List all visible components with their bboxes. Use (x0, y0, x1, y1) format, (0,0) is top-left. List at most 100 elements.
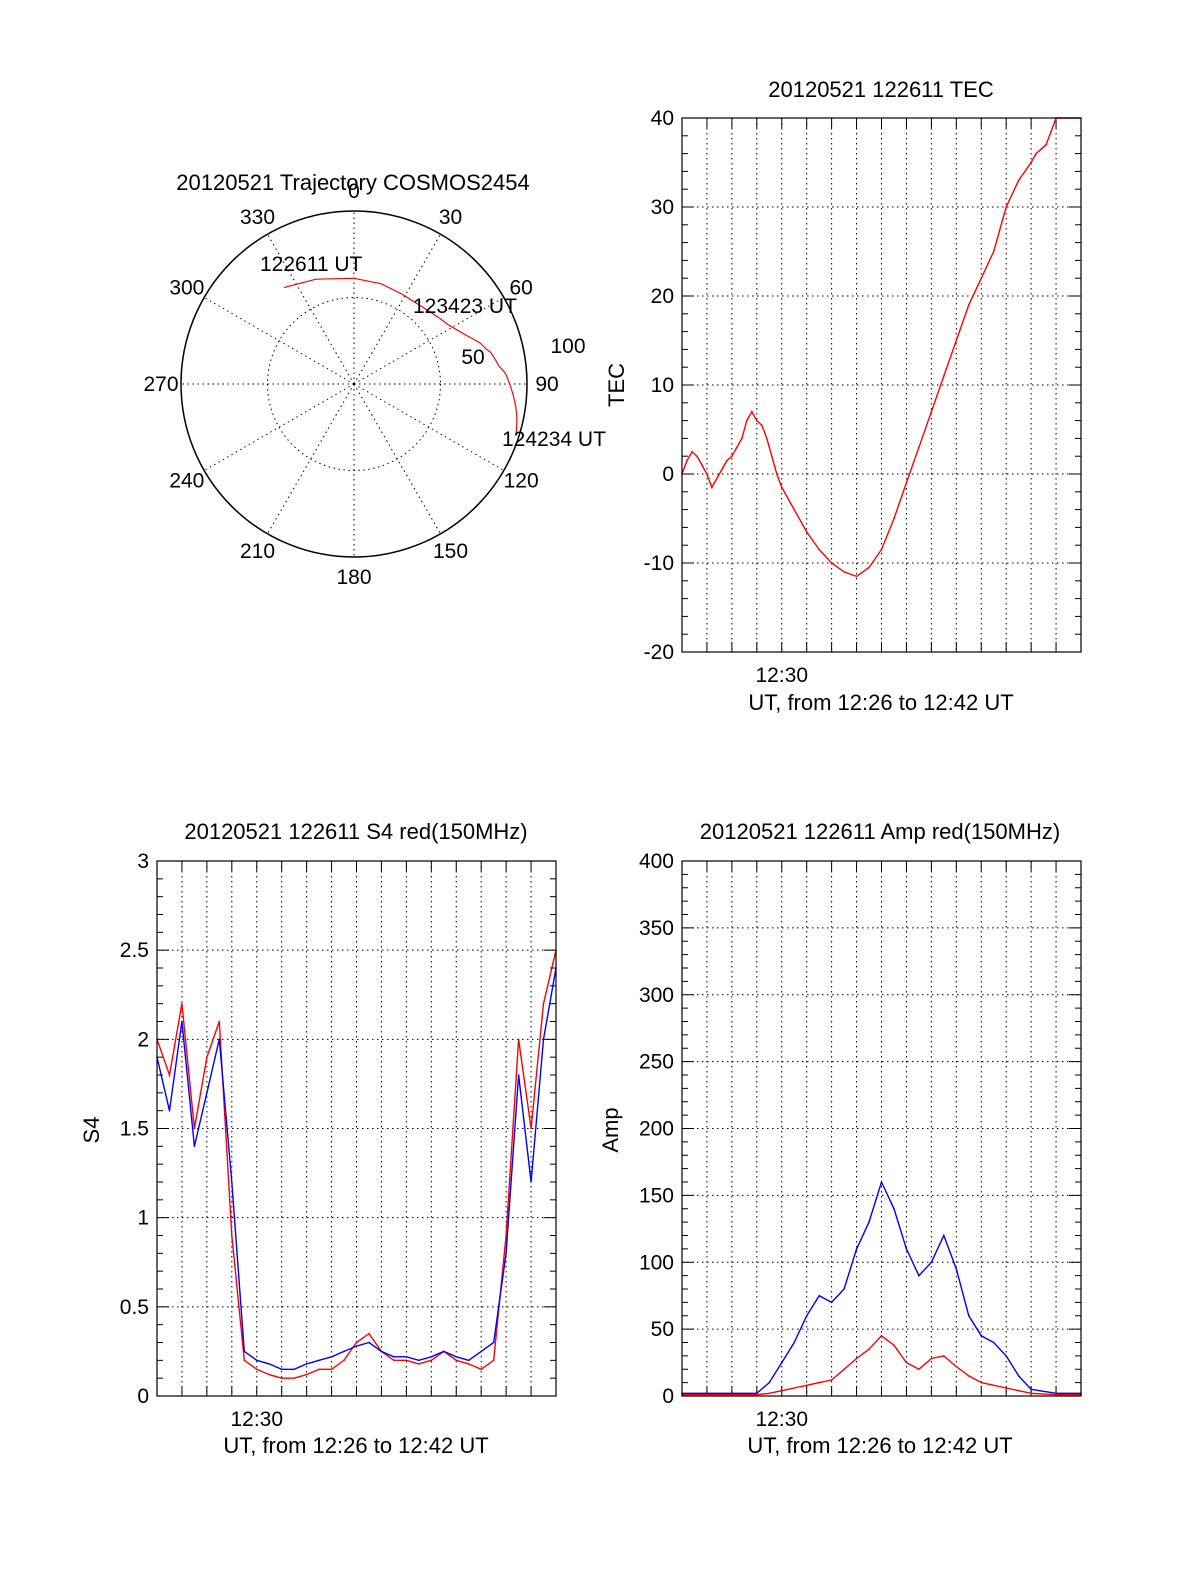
tec-data-point (905, 482, 908, 484)
amp-data-point (818, 1381, 820, 1384)
polar-grid (180, 210, 528, 558)
polar-annotation-end: 124234 UT (502, 428, 606, 451)
s4-data-point (243, 1350, 246, 1353)
polar-spoke (353, 383, 441, 535)
polar-azimuth-label: 270 (143, 373, 178, 396)
s4-panel: 20120521 122611 S4 red(150MHz) 0 0.5 1 1.5 2… (79, 819, 557, 1458)
s4-data-point (218, 1038, 221, 1041)
amp-data-point (781, 1361, 783, 1364)
s4-x-tick-label: 12:30 (230, 1408, 283, 1431)
polar-azimuth-label: 330 (240, 206, 275, 229)
s4-data-point (405, 1359, 408, 1362)
s4-y-tick-label: 1.5 (120, 1118, 149, 1141)
s4-data-point (293, 1377, 296, 1379)
s4-data-point (517, 1038, 520, 1041)
s4-data-point (542, 1002, 545, 1005)
s4-data-point (255, 1368, 258, 1371)
polar-annotation-start: 122611 UT (260, 253, 363, 276)
tec-data-point (686, 459, 688, 462)
amp-data-point (818, 1294, 820, 1297)
tec-data-point (761, 424, 763, 426)
amp-data-point (793, 1387, 795, 1389)
amp-series (681, 1180, 1082, 1396)
tec-data-point (1040, 148, 1042, 150)
polar-azimuth-label: 300 (169, 277, 204, 300)
amp-x-tick-labels: 12:30 (755, 1408, 808, 1431)
s4-data-point (318, 1359, 320, 1362)
s4-data-point (443, 1350, 445, 1353)
amp-y-tick-label: 350 (639, 917, 674, 940)
tec-data-point (781, 486, 783, 489)
s4-data-point (505, 1252, 507, 1255)
amp-data-point (1055, 1392, 1057, 1395)
s4-data-point (380, 1350, 383, 1353)
s4-data-point (231, 1181, 233, 1183)
amp-ylabel: Amp (598, 1107, 623, 1152)
s4-data-point (355, 1345, 358, 1347)
s4-data-point (418, 1363, 420, 1365)
tec-data-point (805, 531, 808, 533)
amp-data-point (843, 1288, 845, 1290)
s4-y-tick-label: 3 (137, 850, 149, 873)
polar-spoke (203, 383, 355, 471)
amp-data-point (830, 1301, 833, 1304)
amp-data-point (918, 1274, 920, 1277)
amp-data-point (980, 1381, 983, 1384)
polar-ring-label-50: 50 (461, 346, 484, 369)
amp-data-point (830, 1379, 833, 1381)
s4-grid (157, 860, 556, 1397)
polar-azimuth-label: 30 (439, 206, 462, 229)
amp-data-point (905, 1361, 908, 1364)
amp-frame (681, 860, 1082, 1397)
tec-data-point (751, 410, 753, 413)
amp-title: 20120521 122611 Amp red(150MHz) (700, 819, 1060, 844)
amp-data-point (943, 1234, 945, 1237)
polar-trajectory-line (283, 277, 518, 436)
s4-data-point (455, 1356, 458, 1358)
amp-data-point (955, 1268, 958, 1270)
s4-data-point (206, 1056, 208, 1058)
s4-data-point (268, 1373, 271, 1376)
s4-data-point (330, 1368, 333, 1371)
amp-y-tick-label: 0 (662, 1385, 674, 1408)
amp-data-point (805, 1315, 808, 1317)
s4-data-point (168, 1109, 171, 1112)
s4-data-point (181, 1002, 183, 1005)
tec-series (681, 117, 1082, 578)
s4-data-point (530, 1181, 532, 1183)
tec-data-point (696, 455, 698, 458)
amp-y-tick-labels: 0 50 100 150 200 250 300 350 400 (639, 850, 674, 1408)
amp-data-point (855, 1248, 858, 1250)
s4-data-point (492, 1341, 495, 1344)
tec-data-point (1035, 152, 1037, 155)
tec-data-point (766, 437, 768, 440)
amp-data-point (1005, 1355, 1007, 1357)
tec-frame (681, 117, 1082, 653)
amp-y-tick-label: 150 (639, 1184, 674, 1207)
amp-data-point (880, 1335, 883, 1337)
tec-data-point (741, 437, 743, 440)
s4-data-point (268, 1363, 271, 1365)
s4-data-point (343, 1359, 345, 1362)
tec-data-point (1030, 161, 1032, 164)
polar-azimuth-labels: 0 30 60 90 120 150 180 210 240 270 300 330 (143, 180, 558, 589)
amp-y-tick-label: 400 (639, 850, 674, 873)
tec-data-point (968, 304, 970, 306)
amp-data-point (968, 1375, 970, 1377)
s4-data-point (343, 1350, 345, 1353)
s4-y-tick-labels: 0 0.5 1 1.5 2 2.5 3 (120, 850, 149, 1408)
polar-spoke (267, 383, 355, 535)
polar-annotation-mid: 123423 UT (413, 295, 517, 318)
amp-data-point (1017, 1389, 1020, 1392)
polar-azimuth-label: 210 (240, 540, 275, 563)
amp-data-point (855, 1357, 858, 1360)
amp-data-point (731, 1392, 733, 1395)
s4-data-point (393, 1359, 395, 1362)
tec-data-point (818, 548, 820, 551)
tec-series-line-0 (681, 117, 1081, 578)
s4-frame (156, 860, 557, 1397)
amp-data-point (843, 1368, 845, 1371)
s4-data-point (467, 1359, 470, 1362)
polar-azimuth-label: 150 (433, 540, 468, 563)
